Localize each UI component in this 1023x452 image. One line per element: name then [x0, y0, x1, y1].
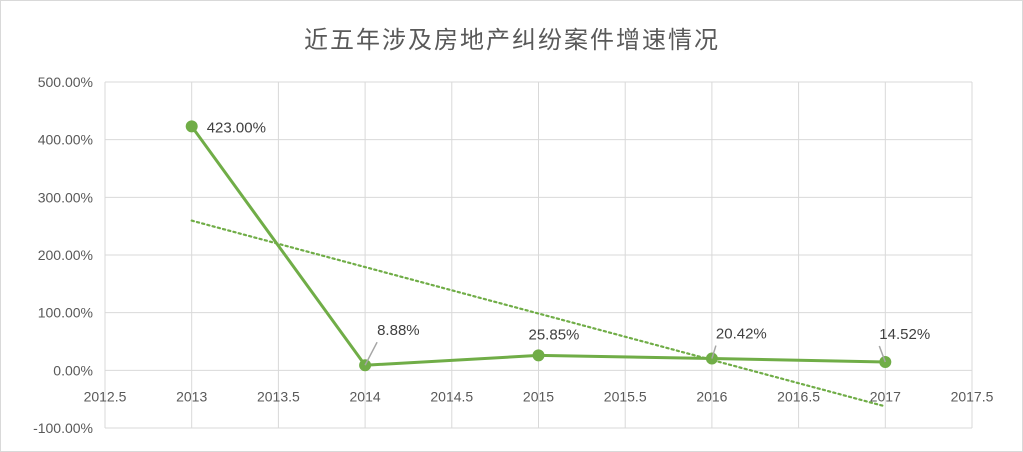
x-tick-label: 2012.5: [84, 388, 127, 404]
chart-title: 近五年涉及房地产纠纷案件增速情况: [304, 26, 720, 54]
y-tick-label: 0.00%: [53, 362, 93, 378]
data-label-leader: [711, 345, 717, 359]
data-label: 423.00%: [207, 119, 266, 136]
y-tick-label: 200.00%: [38, 247, 93, 263]
x-tick-label: 2013.5: [257, 388, 300, 404]
y-tick-label: 100.00%: [38, 305, 93, 321]
trendline: [190, 219, 887, 408]
data-label: 20.42%: [716, 326, 767, 343]
x-tick-label: 2015.5: [604, 388, 647, 404]
x-tick-label: 2015: [523, 388, 554, 404]
y-tick-label: 300.00%: [38, 189, 93, 205]
data-label-leader: [364, 341, 378, 366]
data-label-leader: [878, 345, 887, 363]
x-tick-label: 2016.5: [777, 388, 820, 404]
x-tick-label: 2017: [870, 388, 901, 404]
data-label: 25.85%: [529, 326, 580, 343]
data-label: 8.88%: [377, 322, 420, 339]
y-tick-label: 400.00%: [38, 132, 93, 148]
data-label: 14.52%: [879, 326, 930, 343]
data-point: [185, 120, 198, 133]
x-tick-label: 2014: [350, 388, 381, 404]
x-tick-label: 2013: [176, 388, 207, 404]
y-tick-label: 500.00%: [38, 74, 93, 90]
data-point: [532, 349, 545, 362]
x-tick-label: 2014.5: [430, 388, 473, 404]
y-tick-label: -100.00%: [33, 420, 93, 436]
x-tick-label: 2017.5: [951, 388, 994, 404]
x-tick-label: 2016: [696, 388, 727, 404]
